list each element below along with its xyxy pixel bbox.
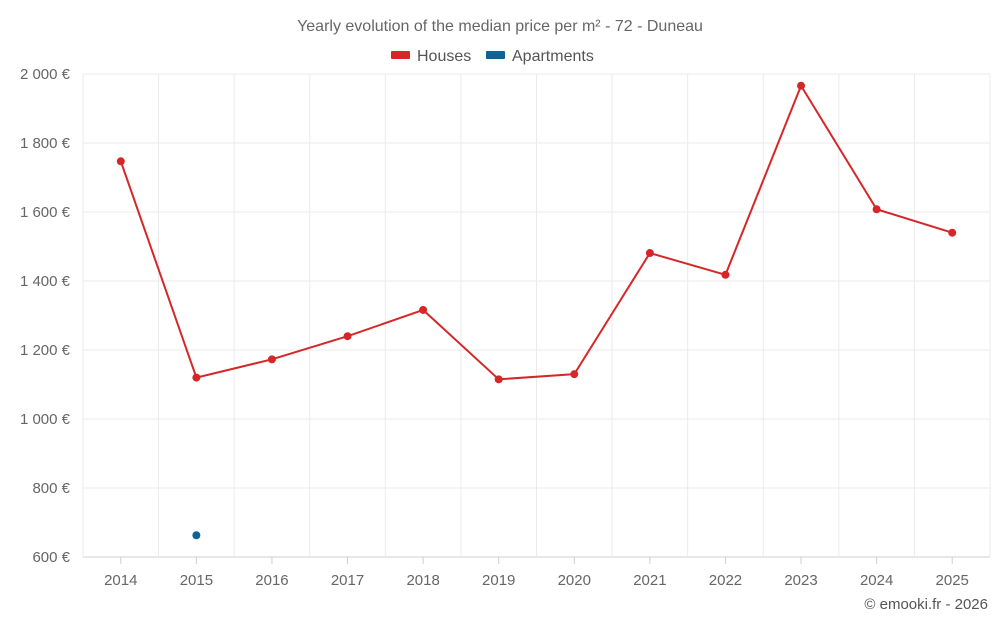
x-tick-label: 2025 [936,572,969,589]
x-tick-label: 2016 [255,572,288,589]
data-point[interactable] [192,373,201,382]
legend-item-apartments[interactable]: Apartments [486,48,594,65]
gridlines [82,73,991,558]
x-tick-label: 2022 [709,572,742,589]
x-tick-label: 2017 [331,572,364,589]
y-tick-label: 1 400 € [20,273,71,290]
y-tick-label: 600 € [32,549,70,566]
series-layer [116,81,957,540]
x-tick-label: 2024 [860,572,893,589]
x-tick-label: 2019 [482,572,515,589]
data-point[interactable] [419,305,428,314]
data-point[interactable] [872,205,881,214]
data-point[interactable] [797,81,806,90]
credit-text: © emooki.fr - 2026 [864,596,988,613]
legend-label-houses: Houses [417,48,471,65]
x-tick-label: 2020 [558,572,591,589]
y-tick-label: 1 600 € [20,204,71,221]
series-line [119,84,953,381]
series-houses [116,81,957,384]
legend-item-houses[interactable]: Houses [391,48,471,65]
data-point[interactable] [192,531,201,540]
legend-swatch-houses [391,51,410,59]
x-tick-label: 2018 [406,572,439,589]
legend-swatch-apartments [486,51,505,59]
axes: 600 € 800 € 1 000 € 1 200 € 1 400 € 1 600 € 1 … [20,66,969,589]
y-tick-label: 1 200 € [20,342,71,359]
y-tick-label: 800 € [32,480,70,497]
data-point[interactable] [494,375,503,384]
data-point[interactable] [570,370,579,379]
x-tick-label: 2023 [784,572,817,589]
data-point[interactable] [267,355,276,364]
x-tick-label: 2021 [633,572,666,589]
data-point[interactable] [948,228,957,237]
data-point[interactable] [116,157,125,166]
chart-title: Yearly evolution of the median price per… [297,18,703,35]
y-tick-label: 2 000 € [20,66,71,83]
legend: Houses Apartments [391,48,594,65]
x-tick-label: 2014 [104,572,137,589]
data-point[interactable] [645,249,654,258]
y-tick-label: 1 000 € [20,411,71,428]
x-tick-label: 2015 [180,572,213,589]
data-point[interactable] [721,270,730,279]
series-apartments [192,531,201,540]
data-point[interactable] [343,332,352,341]
legend-label-apartments: Apartments [512,48,594,65]
y-tick-label: 1 800 € [20,135,71,152]
